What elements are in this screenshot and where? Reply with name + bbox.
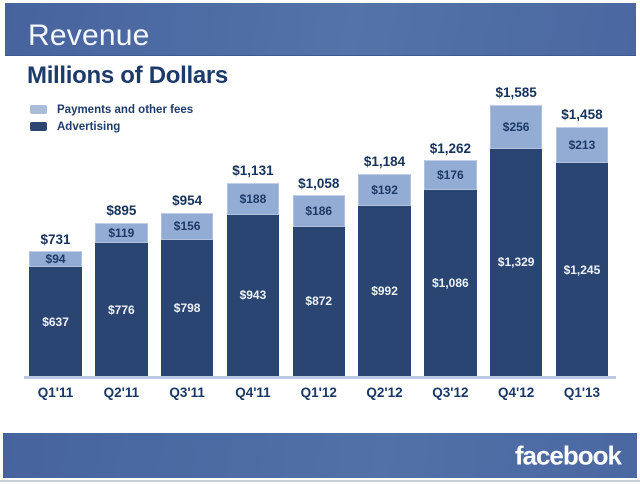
payments-value-label: $176 <box>436 168 464 183</box>
advertising-segment: $872 <box>292 226 345 376</box>
payments-value-label: $156 <box>173 219 201 234</box>
facebook-logo: facebook <box>514 440 622 470</box>
payments-segment: $188 <box>226 182 280 215</box>
payments-value-label: $119 <box>108 226 135 241</box>
advertising-value-label: $1,329 <box>497 255 535 270</box>
advertising-value-label: $872 <box>305 294 333 309</box>
advertising-segment: $1,245 <box>555 163 609 376</box>
header-banner: Revenue <box>5 3 636 56</box>
bottom-edge-line <box>0 480 640 482</box>
x-axis-line <box>24 376 616 379</box>
bar-group: $186 $872 <box>292 195 345 376</box>
x-axis-label: Q4'11 <box>235 385 271 400</box>
payments-value-label: $213 <box>568 137 596 152</box>
advertising-segment: $637 <box>29 267 82 376</box>
advertising-segment: $992 <box>358 206 411 376</box>
bar-group: $256 $1,329 <box>489 104 543 376</box>
advertising-value-label: $776 <box>107 302 135 317</box>
total-label: $1,585 <box>495 85 537 101</box>
total-label: $1,262 <box>429 140 471 156</box>
advertising-value-label: $798 <box>173 300 201 315</box>
x-axis-label: Q2'12 <box>366 385 403 400</box>
bar-group: $156 $798 <box>160 212 214 376</box>
x-axis-label: Q3'11 <box>169 385 205 400</box>
payments-segment: $213 <box>555 126 609 164</box>
x-axis-label: Q3'12 <box>432 385 469 400</box>
payments-segment: $119 <box>95 222 148 244</box>
bar-group: $119 $776 <box>95 222 148 376</box>
advertising-segment: $943 <box>226 214 280 376</box>
payments-segment: $256 <box>489 104 543 149</box>
bar-group: $192 $992 <box>358 173 411 376</box>
payments-segment: $186 <box>292 195 345 227</box>
total-label: $1,458 <box>561 107 603 123</box>
legend-item: Advertising <box>30 118 193 135</box>
chart-title: Millions of Dollars <box>27 62 228 89</box>
payments-value-label: $188 <box>239 191 267 206</box>
payments-segment: $176 <box>424 160 477 191</box>
advertising-segment: $1,329 <box>489 148 543 376</box>
advertising-segment: $776 <box>95 243 148 376</box>
advertising-value-label: $1,245 <box>563 262 601 277</box>
legend-swatch-icon <box>30 122 47 131</box>
advertising-value-label: $1,086 <box>431 276 469 291</box>
x-axis-label: Q2'11 <box>103 385 140 400</box>
legend-swatch-icon <box>30 105 47 114</box>
total-label: $731 <box>40 231 71 247</box>
advertising-value-label: $992 <box>371 284 398 299</box>
payments-segment: $192 <box>358 173 411 207</box>
x-axis-label: Q4'12 <box>498 385 535 400</box>
advertising-segment: $1,086 <box>424 190 477 376</box>
page-title: Revenue <box>28 19 150 52</box>
x-axis-label: Q1'11 <box>37 385 74 400</box>
x-axis-label: Q1'13 <box>563 385 601 400</box>
advertising-value-label: $637 <box>42 314 69 329</box>
payments-segment: $156 <box>160 212 214 240</box>
payments-value-label: $192 <box>371 182 398 197</box>
total-label: $1,058 <box>298 175 340 191</box>
payments-segment: $94 <box>29 251 82 268</box>
legend-label: Payments and other fees <box>57 103 194 116</box>
x-axis-label: Q1'12 <box>300 385 337 400</box>
payments-value-label: $94 <box>45 252 66 267</box>
bar-group: $188 $943 <box>226 182 280 376</box>
total-label: $1,131 <box>232 163 274 179</box>
bar-group: $176 $1,086 <box>424 160 477 376</box>
payments-value-label: $186 <box>305 203 333 218</box>
chart-legend: Payments and other fees Advertising <box>30 101 193 135</box>
legend-label: Advertising <box>57 120 121 133</box>
total-label: $895 <box>106 203 137 219</box>
bar-group: $94 $637 <box>29 251 82 376</box>
payments-value-label: $256 <box>502 119 530 134</box>
legend-item: Payments and other fees <box>30 101 193 118</box>
total-label: $1,184 <box>363 154 406 170</box>
advertising-value-label: $943 <box>239 288 267 303</box>
total-label: $954 <box>172 193 203 209</box>
bar-group: $213 $1,245 <box>555 126 609 376</box>
advertising-segment: $798 <box>160 239 214 376</box>
footer-banner: facebook <box>3 433 637 478</box>
